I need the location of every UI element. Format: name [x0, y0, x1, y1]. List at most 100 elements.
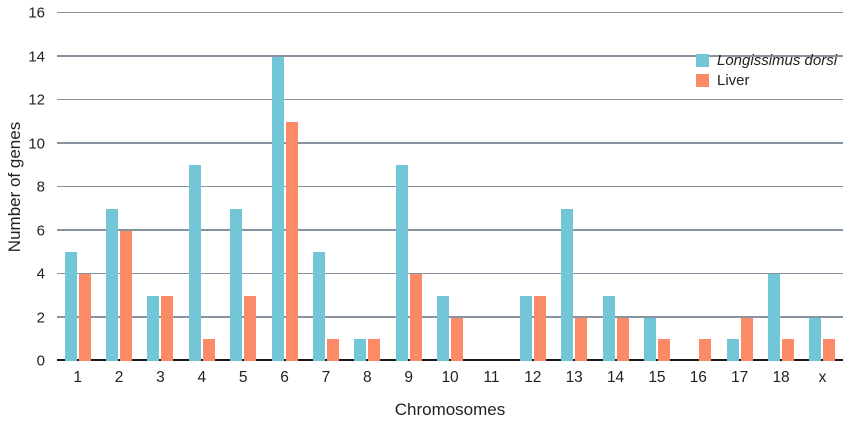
bar-longissimus-dorsi [768, 274, 781, 361]
bar-group [554, 13, 595, 361]
y-axis-tick-labels: 0 2 4 6 8 10 12 14 16 [0, 6, 45, 369]
bar-liver [699, 339, 712, 361]
y-tick-label: 12 [28, 91, 45, 109]
bar-liver [244, 295, 257, 361]
bar-liver [368, 339, 381, 361]
x-tick-label: 11 [483, 369, 500, 386]
x-tick-label: 14 [606, 369, 625, 386]
bar-liver [78, 274, 91, 361]
legend: Longissimus dorsi Liver [696, 53, 837, 88]
x-tick-label: 15 [648, 369, 666, 386]
x-axis-tick-labels: 1 2 3 4 5 6 7 8 9 10 11 12 13 14 15 16 17 18 x [57, 369, 843, 388]
x-tick-label: 17 [731, 369, 749, 386]
bar-group [512, 13, 553, 361]
x-tick-label: 2 [114, 369, 124, 386]
bar-liver [451, 317, 464, 361]
legend-swatch [696, 54, 709, 67]
bar-longissimus-dorsi [271, 56, 284, 361]
legend-item: Liver [696, 73, 837, 88]
bar-longissimus-dorsi [726, 339, 739, 361]
bar-longissimus-dorsi [561, 208, 574, 361]
bar-group [57, 13, 98, 361]
bar-longissimus-dorsi [395, 165, 408, 361]
bar-group [678, 13, 719, 361]
x-tick-label: 7 [321, 369, 331, 386]
bar-longissimus-dorsi [188, 165, 201, 361]
gridline [57, 316, 843, 318]
y-tick-label: 0 [36, 352, 45, 370]
bar-liver [285, 121, 298, 361]
gridline [57, 142, 843, 144]
x-tick-label: 12 [524, 369, 542, 386]
x-tick-label: 10 [441, 369, 459, 386]
bar-liver [782, 339, 795, 361]
gridline [57, 98, 843, 100]
x-tick-label: 8 [363, 369, 372, 386]
y-tick-label: 4 [36, 265, 45, 283]
legend-label: Liver [717, 72, 750, 89]
bar-group [471, 13, 512, 361]
y-tick-label: 14 [28, 48, 45, 65]
bar-longissimus-dorsi [809, 317, 822, 361]
bar-liver [616, 317, 629, 361]
y-tick-label: 10 [28, 135, 45, 152]
bar-group [388, 13, 429, 361]
bar-liver [823, 339, 836, 361]
gridlines [57, 11, 843, 361]
bar-group [305, 13, 346, 361]
bar-longissimus-dorsi [106, 208, 119, 361]
x-tick-label: 13 [565, 369, 583, 386]
legend-swatch [696, 74, 709, 87]
x-tick-label: 4 [197, 369, 207, 386]
bar-group [264, 13, 305, 361]
bar-longissimus-dorsi [437, 295, 450, 361]
x-tick-label: 3 [156, 369, 165, 386]
bar-group [636, 13, 677, 361]
x-axis-line [57, 359, 843, 361]
x-tick-label: 5 [238, 369, 248, 386]
bar-liver [740, 317, 753, 361]
bar-group [802, 13, 843, 361]
bar-group [181, 13, 222, 361]
bar-group [347, 13, 388, 361]
bar-longissimus-dorsi [519, 295, 532, 361]
y-tick-label: 16 [28, 4, 45, 22]
x-tick-label: 18 [772, 369, 790, 386]
bar-liver [120, 230, 133, 361]
bar-group [760, 13, 801, 361]
gridline [57, 229, 843, 231]
bar-groups [57, 13, 843, 361]
gridline [57, 55, 843, 57]
bar-group [98, 13, 139, 361]
bar-group [140, 13, 181, 361]
legend-item: Longissimus dorsi [696, 53, 837, 68]
bar-group [719, 13, 760, 361]
bar-longissimus-dorsi [602, 295, 615, 361]
x-tick-label: 1 [73, 369, 82, 386]
bar-liver [657, 339, 670, 361]
bar-group [595, 13, 636, 361]
bar-longissimus-dorsi [312, 252, 325, 361]
y-tick-label: 2 [36, 309, 45, 326]
bar-longissimus-dorsi [230, 208, 243, 361]
bar-liver [326, 339, 339, 361]
legend-label: Longissimus dorsi [717, 52, 838, 69]
x-tick-label: 9 [404, 369, 413, 386]
plot-area [57, 11, 843, 361]
x-tick-label: 6 [280, 369, 289, 386]
y-tick-label: 6 [36, 222, 45, 239]
bar-longissimus-dorsi [64, 252, 77, 361]
bar-liver [533, 295, 546, 361]
gridline [57, 11, 843, 13]
x-tick-label: x [818, 369, 827, 386]
bar-group [223, 13, 264, 361]
gridline [57, 272, 843, 274]
bar-longissimus-dorsi [643, 317, 656, 361]
bar-liver [575, 317, 588, 361]
x-tick-label: 16 [689, 369, 707, 386]
x-axis-title: Chromosomes [394, 400, 506, 419]
bar-liver [202, 339, 215, 361]
y-tick-label: 8 [36, 178, 45, 196]
bar-longissimus-dorsi [147, 295, 160, 361]
bar-liver [409, 274, 422, 361]
